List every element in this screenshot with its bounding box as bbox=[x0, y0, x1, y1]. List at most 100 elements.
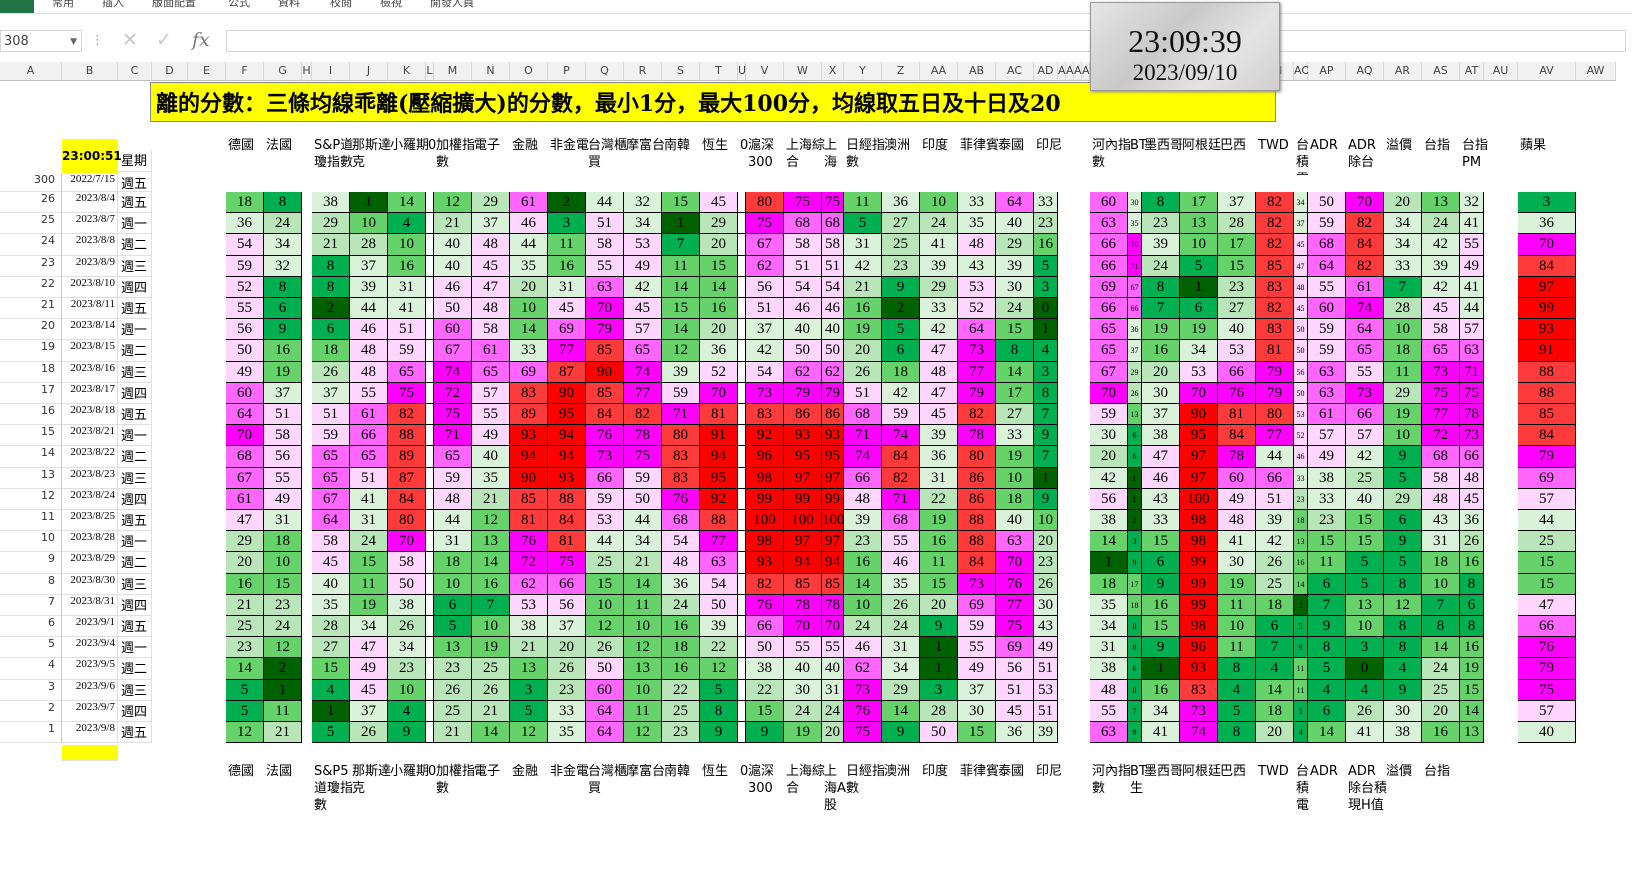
ribbon-tab-view[interactable]: 檢視 bbox=[380, 0, 402, 9]
score-cell[interactable]: 53 bbox=[1034, 679, 1058, 701]
score-cell[interactable]: 59 bbox=[1308, 319, 1346, 341]
formula-input[interactable] bbox=[226, 30, 1626, 52]
score-cell[interactable]: 82 bbox=[1346, 213, 1384, 235]
score-cell[interactable]: 77 bbox=[624, 382, 662, 404]
score-cell[interactable]: 55 bbox=[264, 467, 302, 489]
score-cell[interactable]: 97 bbox=[822, 467, 844, 489]
score-cell[interactable]: 77 bbox=[1256, 425, 1294, 447]
score-cell[interactable]: 48 bbox=[472, 234, 510, 256]
score-cell[interactable]: 67 bbox=[434, 340, 472, 362]
score-cell[interactable]: 55 bbox=[784, 637, 822, 659]
score-cell[interactable]: 35 bbox=[1128, 213, 1142, 235]
score-cell[interactable]: 12 bbox=[1384, 594, 1422, 616]
score-cell[interactable]: 55 bbox=[1346, 361, 1384, 383]
score-cell[interactable]: 59 bbox=[624, 467, 662, 489]
score-cell[interactable] bbox=[738, 594, 746, 616]
score-cell[interactable]: 16 bbox=[264, 340, 302, 362]
score-cell[interactable]: 61 bbox=[1308, 404, 1346, 426]
score-cell[interactable]: 13 bbox=[510, 658, 548, 680]
score-cell[interactable]: 10 bbox=[1346, 616, 1384, 638]
score-cell[interactable]: 46 bbox=[1294, 446, 1308, 468]
score-cell[interactable]: 61 bbox=[226, 488, 264, 510]
score-cell[interactable]: 53 bbox=[1218, 340, 1256, 362]
score-cell[interactable]: 48 bbox=[1090, 679, 1128, 701]
score-cell[interactable]: 14 bbox=[844, 573, 882, 595]
score-cell[interactable]: 26 bbox=[434, 679, 472, 701]
score-cell[interactable]: 22 bbox=[920, 488, 958, 510]
score-cell[interactable]: 59 bbox=[388, 340, 426, 362]
score-cell[interactable]: 66 bbox=[1128, 298, 1142, 320]
score-cell[interactable]: 47 bbox=[920, 340, 958, 362]
score-cell[interactable]: 75 bbox=[746, 213, 784, 235]
score-cell[interactable]: 25 bbox=[1346, 467, 1384, 489]
score-cell[interactable]: 92 bbox=[700, 488, 738, 510]
score-cell[interactable]: 95 bbox=[548, 404, 586, 426]
score-cell[interactable]: 14 bbox=[1294, 573, 1308, 595]
score-cell[interactable]: 59 bbox=[1090, 404, 1128, 426]
score-cell[interactable]: 4 bbox=[1218, 679, 1256, 701]
score-cell[interactable]: 16 bbox=[1034, 234, 1058, 256]
score-cell[interactable]: 5 bbox=[1346, 552, 1384, 574]
score-cell[interactable]: 55 bbox=[586, 255, 624, 277]
score-cell[interactable] bbox=[426, 276, 434, 298]
score-cell[interactable]: 62 bbox=[746, 255, 784, 277]
score-cell[interactable]: 40 bbox=[996, 510, 1034, 532]
score-cell[interactable]: 18 bbox=[226, 192, 264, 214]
score-cell[interactable]: 21 bbox=[312, 234, 350, 256]
score-cell[interactable]: 64 bbox=[586, 700, 624, 722]
cancel-icon[interactable]: ✕ bbox=[122, 29, 138, 51]
score-cell[interactable]: 58 bbox=[1422, 319, 1460, 341]
score-cell[interactable]: 62 bbox=[822, 361, 844, 383]
score-cell[interactable]: 16 bbox=[472, 573, 510, 595]
score-cell[interactable]: 51 bbox=[1034, 700, 1058, 722]
score-cell[interactable]: 25 bbox=[1422, 679, 1460, 701]
score-cell[interactable]: 75 bbox=[1518, 679, 1576, 701]
score-cell[interactable]: 47 bbox=[226, 510, 264, 532]
score-cell[interactable]: 71 bbox=[662, 404, 700, 426]
score-cell[interactable] bbox=[738, 700, 746, 722]
score-cell[interactable]: 7 bbox=[1256, 637, 1294, 659]
score-cell[interactable]: 46 bbox=[350, 319, 388, 341]
score-cell[interactable]: 1 bbox=[264, 679, 302, 701]
score-cell[interactable]: 97 bbox=[822, 531, 844, 553]
score-cell[interactable]: 8 bbox=[1308, 637, 1346, 659]
score-cell[interactable]: 30 bbox=[1384, 700, 1422, 722]
score-cell[interactable]: 23 bbox=[388, 658, 426, 680]
score-cell[interactable]: 63 bbox=[996, 531, 1034, 553]
score-cell[interactable]: 34 bbox=[1180, 340, 1218, 362]
score-cell[interactable]: 37 bbox=[1218, 192, 1256, 214]
score-cell[interactable]: 9 bbox=[264, 319, 302, 341]
score-cell[interactable]: 10 bbox=[264, 552, 302, 574]
score-cell[interactable]: 60 bbox=[1308, 298, 1346, 320]
score-cell[interactable]: 51 bbox=[388, 319, 426, 341]
score-cell[interactable]: 70 bbox=[1090, 382, 1128, 404]
score-cell[interactable]: 14 bbox=[1422, 637, 1460, 659]
score-cell[interactable]: 27 bbox=[1218, 298, 1256, 320]
score-cell[interactable]: 23 bbox=[882, 255, 920, 277]
score-cell[interactable]: 51 bbox=[844, 382, 882, 404]
score-cell[interactable]: 18 bbox=[1384, 340, 1422, 362]
score-cell[interactable]: 50 bbox=[700, 594, 738, 616]
score-cell[interactable]: 33 bbox=[1034, 192, 1058, 214]
score-cell[interactable]: 23 bbox=[264, 594, 302, 616]
score-cell[interactable]: 8 bbox=[1142, 276, 1180, 298]
score-cell[interactable]: 34 bbox=[350, 616, 388, 638]
score-cell[interactable]: 63 bbox=[1460, 340, 1484, 362]
score-cell[interactable]: 12 bbox=[624, 722, 662, 744]
score-cell[interactable]: 16 bbox=[844, 298, 882, 320]
score-cell[interactable]: 11 bbox=[920, 552, 958, 574]
score-cell[interactable]: 8 bbox=[1128, 637, 1142, 659]
score-cell[interactable]: 28 bbox=[312, 616, 350, 638]
score-cell[interactable]: 20 bbox=[920, 594, 958, 616]
score-cell[interactable]: 5 bbox=[882, 319, 920, 341]
score-cell[interactable]: 82 bbox=[1256, 298, 1294, 320]
score-cell[interactable]: 76 bbox=[586, 425, 624, 447]
score-cell[interactable]: 55 bbox=[350, 382, 388, 404]
score-cell[interactable]: 29 bbox=[312, 213, 350, 235]
score-cell[interactable] bbox=[426, 213, 434, 235]
score-cell[interactable] bbox=[738, 234, 746, 256]
score-cell[interactable]: 43 bbox=[1422, 510, 1460, 532]
score-cell[interactable]: 85 bbox=[1256, 255, 1294, 277]
score-cell[interactable]: 15 bbox=[958, 722, 996, 744]
score-cell[interactable]: 69 bbox=[510, 361, 548, 383]
